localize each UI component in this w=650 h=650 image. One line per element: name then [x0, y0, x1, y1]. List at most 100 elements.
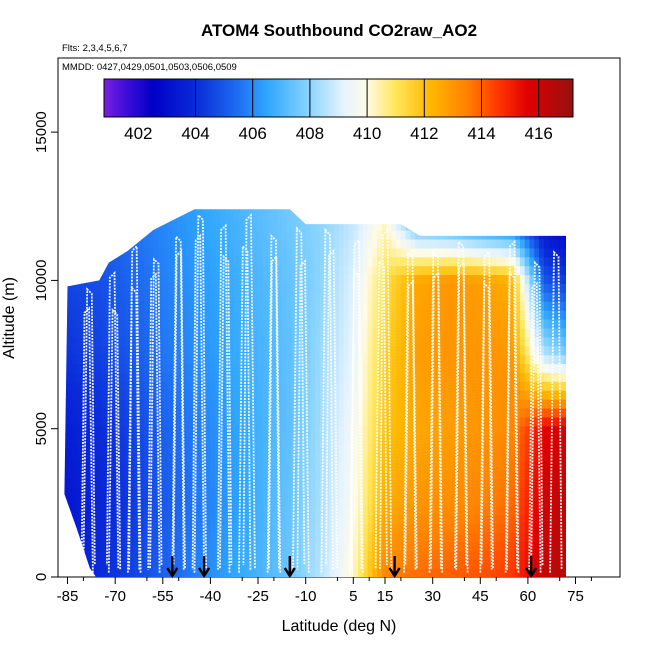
- field-cell: [224, 443, 231, 454]
- field-cell: [562, 363, 567, 373]
- field-cell: [415, 496, 421, 507]
- field-cell: [391, 372, 397, 382]
- field-cell: [348, 372, 354, 382]
- field-cell: [181, 265, 188, 276]
- field-cell: [148, 301, 154, 311]
- field-cell: [77, 327, 83, 338]
- field-cell: [119, 550, 126, 560]
- field-cell: [434, 301, 440, 311]
- field-cell: [400, 434, 407, 445]
- field-cell: [305, 274, 312, 284]
- field-cell: [272, 283, 278, 293]
- field-cell: [215, 550, 221, 560]
- field-cell: [319, 310, 326, 320]
- field-cell: [472, 470, 478, 480]
- field-cell: [305, 381, 312, 391]
- field-cell: [353, 434, 359, 445]
- field-cell: [510, 292, 516, 302]
- field-cell: [162, 496, 169, 507]
- field-cell: [434, 523, 440, 534]
- field-cell: [491, 496, 497, 507]
- field-cell: [500, 256, 507, 267]
- field-cell: [334, 318, 340, 329]
- field-cell: [262, 496, 269, 507]
- field-cell: [386, 505, 392, 516]
- field-cell: [58, 515, 63, 525]
- field-cell: [138, 514, 145, 525]
- field-cell: [396, 479, 402, 489]
- field-cell: [253, 310, 259, 320]
- field-cell: [496, 381, 502, 391]
- field-cell: [234, 407, 240, 418]
- field-cell: [86, 407, 92, 418]
- field-cell: [396, 247, 402, 258]
- field-cell: [372, 461, 378, 471]
- field-cell: [568, 221, 573, 231]
- field-cell: [410, 488, 416, 498]
- field-cell: [253, 496, 259, 507]
- field-cell: [477, 407, 483, 418]
- field-cell: [205, 212, 211, 222]
- field-cell: [148, 505, 154, 516]
- field-cell: [325, 194, 330, 204]
- field-cell: [472, 559, 478, 569]
- field-cell: [415, 363, 421, 373]
- field-cell: [543, 443, 550, 454]
- field-cell: [100, 336, 107, 347]
- field-cell: [372, 345, 378, 356]
- field-cell: [138, 327, 145, 338]
- field-cell: [205, 452, 211, 462]
- field-cell: [296, 318, 302, 329]
- field-cell: [162, 452, 169, 462]
- field-cell: [415, 559, 421, 569]
- field-cell: [281, 443, 288, 454]
- field-cell: [215, 523, 221, 534]
- field-cell: [491, 310, 497, 320]
- field-cell: [234, 541, 240, 551]
- field-cell: [64, 274, 69, 284]
- field-cell: [539, 345, 545, 356]
- field-cell: [200, 247, 207, 258]
- field-cell: [424, 372, 431, 382]
- field-cell: [86, 559, 92, 569]
- field-cell: [343, 425, 350, 436]
- field-cell: [315, 194, 320, 204]
- field-cell: [248, 452, 254, 462]
- field-cell: [58, 390, 63, 400]
- field-cell: [138, 372, 145, 382]
- field-cell: [277, 434, 283, 445]
- field-cell: [500, 212, 507, 222]
- field-cell: [186, 425, 192, 436]
- field-cell: [129, 399, 135, 409]
- field-cell: [324, 292, 331, 302]
- field-cell: [181, 292, 188, 302]
- field-cell: [262, 568, 269, 577]
- field-cell: [448, 327, 454, 338]
- field-cell: [143, 532, 150, 543]
- field-cell: [281, 532, 288, 543]
- field-cell: [296, 559, 302, 569]
- field-cell: [458, 390, 464, 400]
- field-cell: [72, 514, 78, 525]
- field-cell: [534, 532, 540, 543]
- field-cell: [415, 336, 421, 347]
- field-cell: [543, 541, 550, 551]
- field-cell: [524, 318, 531, 329]
- field-cell: [77, 416, 83, 427]
- field-cell: [481, 479, 488, 489]
- field-cell: [215, 425, 221, 436]
- field-cell: [162, 399, 169, 409]
- field-cell: [153, 209, 159, 213]
- field-cell: [519, 496, 526, 507]
- field-cell: [110, 230, 116, 240]
- field-cell: [277, 416, 283, 427]
- field-cell: [177, 327, 183, 338]
- field-cell: [400, 479, 407, 489]
- field-cell: [81, 372, 88, 382]
- field-cell: [391, 221, 397, 231]
- field-cell: [91, 550, 97, 560]
- field-cell: [77, 292, 83, 302]
- field-cell: [453, 568, 459, 577]
- field-cell: [377, 452, 383, 462]
- field-cell: [72, 318, 78, 329]
